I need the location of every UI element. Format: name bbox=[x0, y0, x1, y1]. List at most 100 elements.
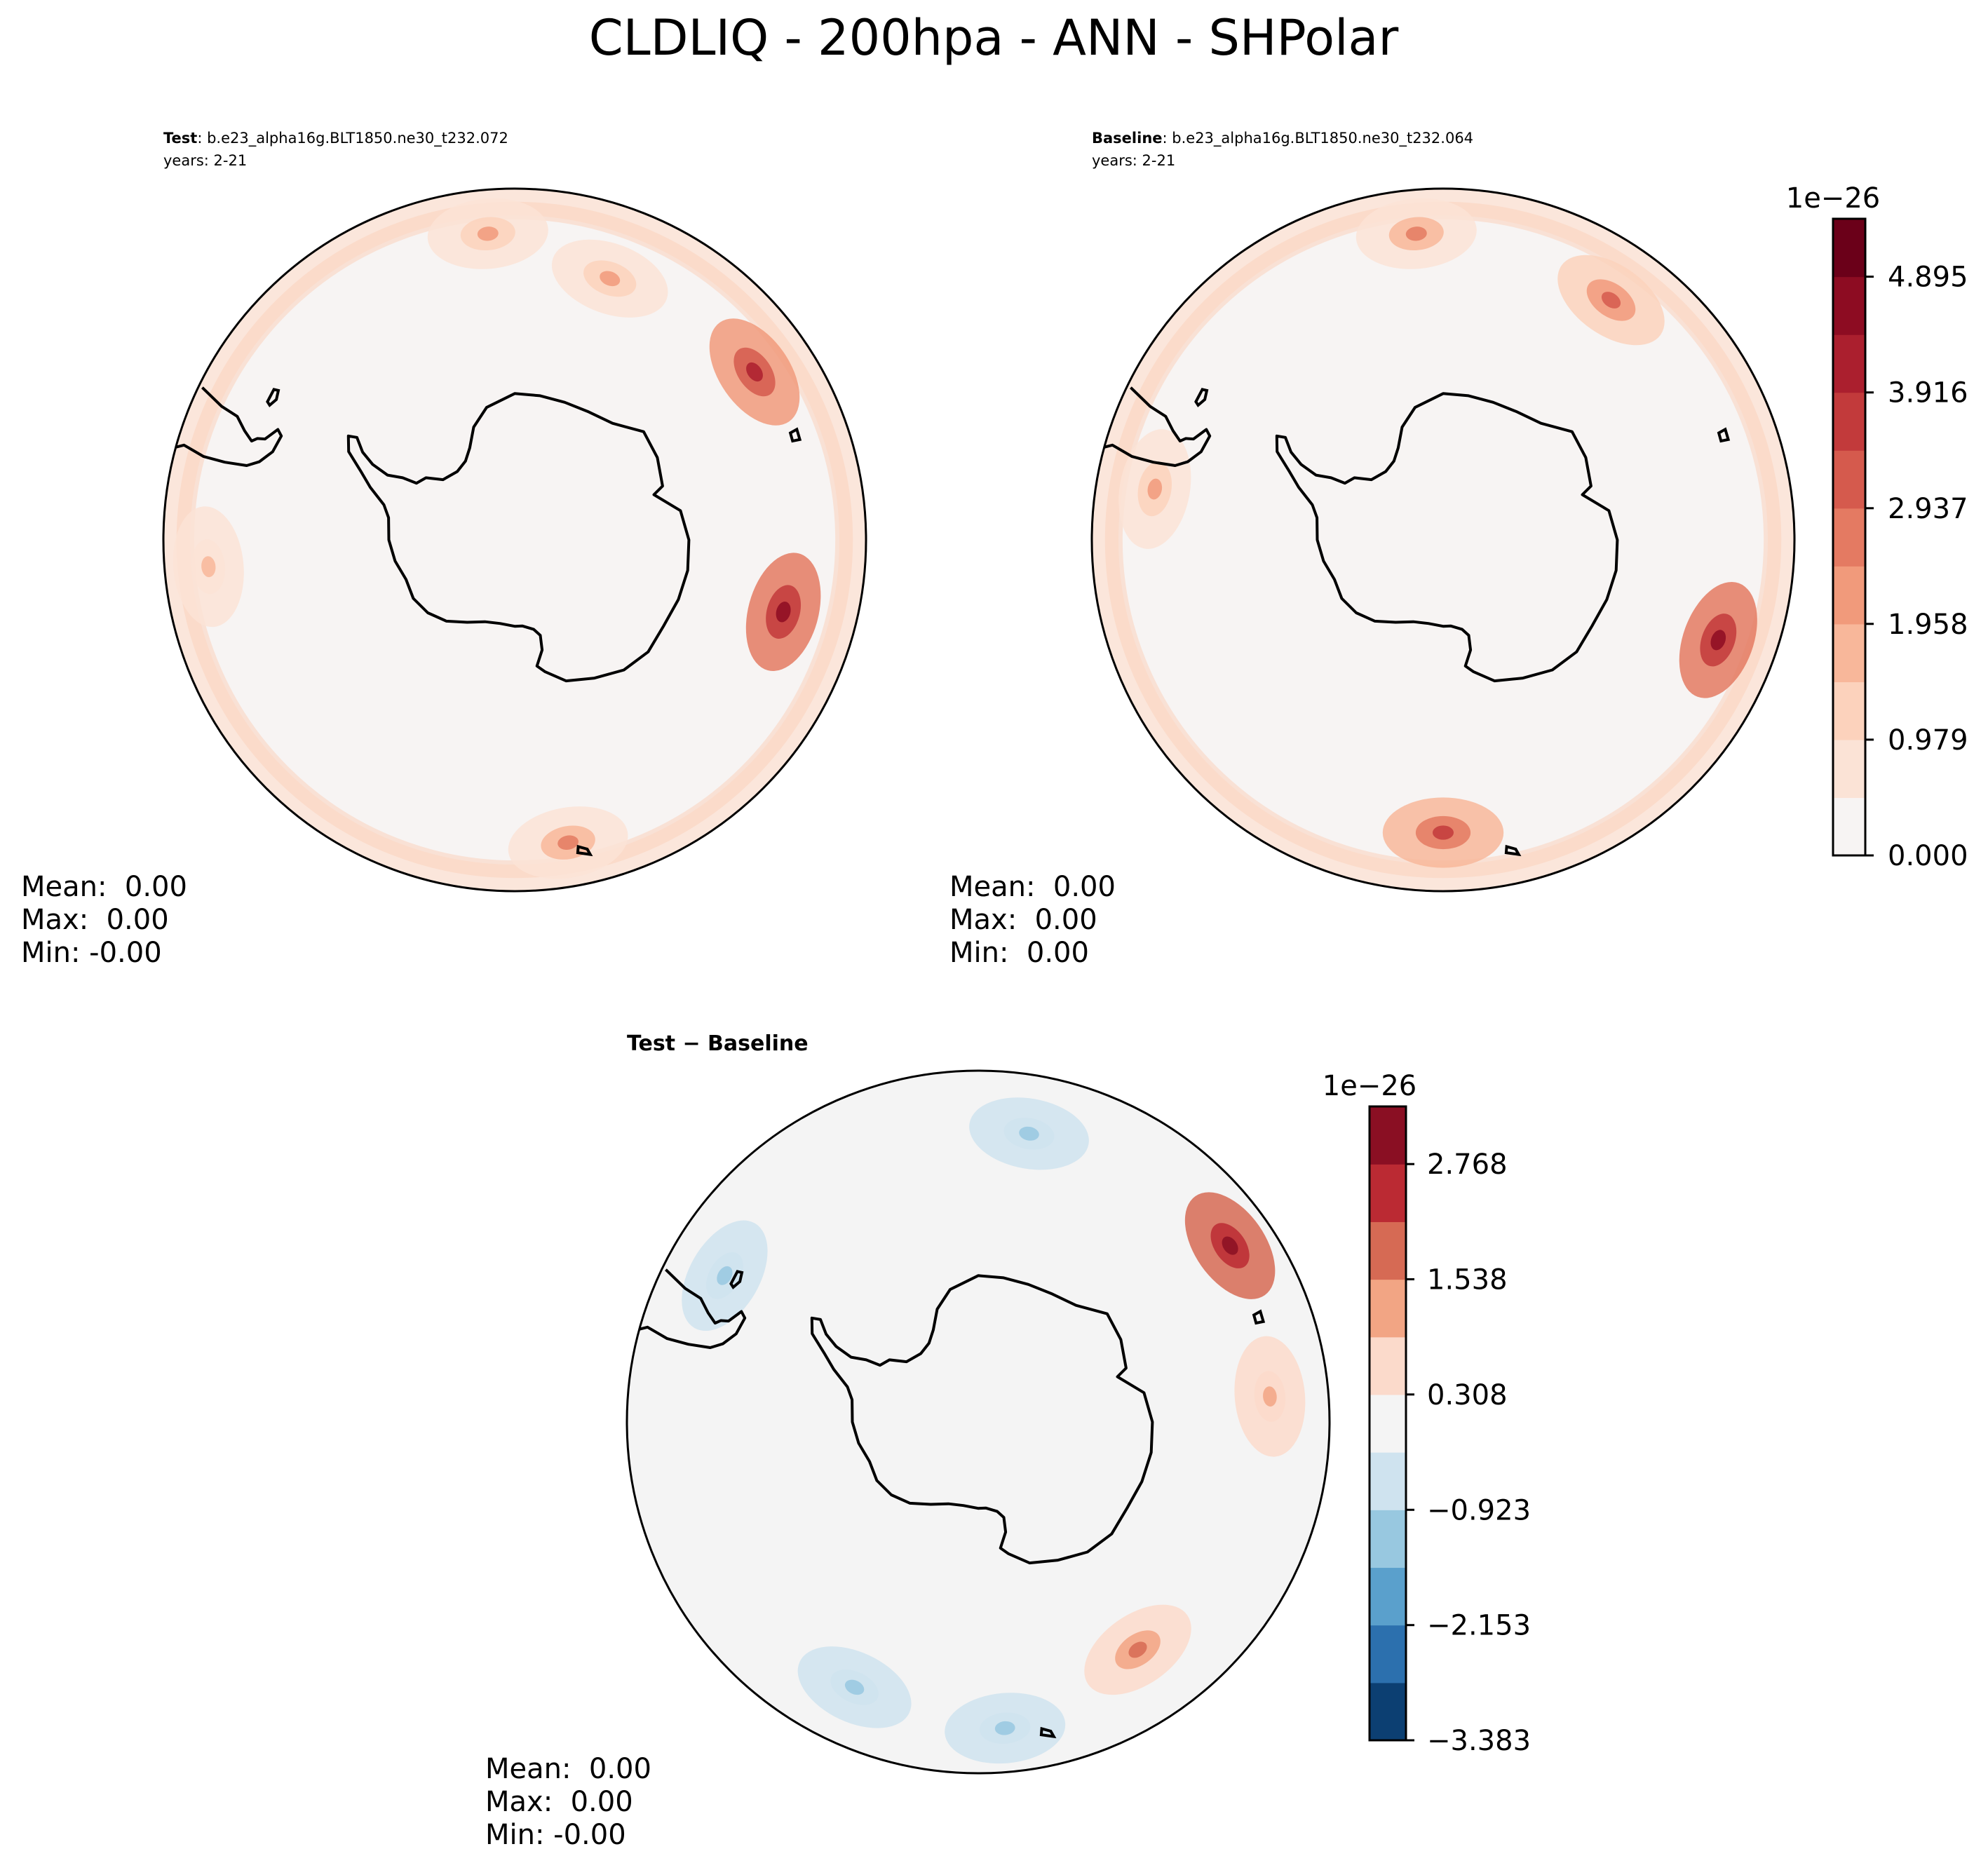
colorbar-segment bbox=[1833, 797, 1865, 856]
colorbar-segment bbox=[1370, 1682, 1406, 1741]
colorbar-tick-label: 0.979 bbox=[1888, 724, 1968, 757]
map-difference-land-south-america bbox=[627, 1268, 747, 1349]
colorbar-segment bbox=[1833, 739, 1865, 799]
map-difference-hotspots bbox=[682, 1097, 1306, 1764]
panel-difference-subtitle-run: − Baseline bbox=[675, 1031, 809, 1056]
map-hotspot bbox=[201, 556, 216, 578]
map-hotspot bbox=[776, 601, 791, 623]
panel-baseline-subtitle-run: : b.e23_alpha16g.BLT1850.ne30_t232.064 bbox=[1163, 130, 1474, 147]
colorbar-outline bbox=[1832, 217, 1867, 857]
map-baseline-land-antarctica bbox=[1275, 392, 1619, 683]
panel-difference-stat-max: Max: 0.00 bbox=[485, 1786, 633, 1818]
map-band bbox=[1092, 189, 1794, 891]
map-baseline bbox=[1092, 189, 1794, 891]
colorbar-segment bbox=[1370, 1279, 1406, 1338]
colorbar-tick-label: 1.958 bbox=[1888, 609, 1968, 641]
map-hotspot bbox=[1433, 825, 1454, 840]
map-difference bbox=[627, 1071, 1330, 1773]
map-hotspot bbox=[557, 835, 579, 850]
colorbar-tick-label: 0.308 bbox=[1427, 1379, 1508, 1411]
colorbar-tick-label: −2.153 bbox=[1427, 1610, 1531, 1642]
colorbar-tick-label: −3.383 bbox=[1427, 1725, 1531, 1757]
panel-baseline-subtitle-bold: Baseline bbox=[1092, 130, 1163, 147]
colorbar-difference: −3.383 −2.153 −0.923 0.308 1.538 2.768 bbox=[1368, 1105, 1531, 1757]
colorbar-segment bbox=[1833, 682, 1865, 740]
panel-test-years: years: 2-21 bbox=[163, 152, 247, 169]
panel-baseline-stat-min: Min: 0.00 bbox=[949, 937, 1089, 969]
map-hotspot bbox=[1019, 1126, 1039, 1141]
colorbar-tick-label: 1.538 bbox=[1427, 1264, 1508, 1296]
map-band bbox=[163, 189, 866, 891]
map-test-land-island-c bbox=[576, 844, 593, 857]
panel-test-subtitle: Test: b.e23_alpha16g.BLT1850.ne30_t232.0… bbox=[163, 130, 508, 147]
map-test-frame bbox=[162, 187, 867, 893]
colorbar-segment bbox=[1833, 623, 1865, 682]
colorbar-difference-exponent: 1e−26 bbox=[1323, 1070, 1416, 1102]
colorbar-segment bbox=[1370, 1164, 1406, 1222]
panel-test-subtitle-bold: Test bbox=[163, 130, 197, 147]
map-hotspot bbox=[1128, 1641, 1147, 1658]
map-test-land-island-b bbox=[788, 427, 802, 443]
panel-baseline-subtitle: Baseline: b.e23_alpha16g.BLT1850.ne30_t2… bbox=[1092, 130, 1473, 147]
map-hotspot bbox=[994, 1721, 1015, 1735]
panel-baseline: Baseline: b.e23_alpha16g.BLT1850.ne30_t2… bbox=[949, 130, 1968, 969]
panel-test-subtitle-run: : b.e23_alpha16g.BLT1850.ne30_t232.072 bbox=[197, 130, 508, 147]
colorbar-segment bbox=[1370, 1452, 1406, 1510]
colorbar-tick-label: 2.768 bbox=[1427, 1149, 1508, 1181]
map-hotspot bbox=[1601, 292, 1621, 309]
map-test bbox=[163, 189, 866, 891]
colorbar-segment bbox=[1833, 450, 1865, 509]
panel-difference-stat-min: Min: -0.00 bbox=[485, 1819, 626, 1851]
panel-test-stat-mean: Mean: 0.00 bbox=[21, 871, 187, 903]
panel-test-stat-max: Max: 0.00 bbox=[21, 904, 169, 936]
colorbar-outline bbox=[1368, 1105, 1407, 1742]
map-hotspot bbox=[600, 271, 621, 287]
panel-baseline-years: years: 2-21 bbox=[1092, 152, 1175, 169]
map-difference-land-island-b bbox=[1252, 1309, 1266, 1325]
map-hotspot bbox=[746, 362, 763, 382]
colorbar-segment bbox=[1833, 276, 1865, 335]
map-hotspot bbox=[844, 1679, 865, 1695]
map-hotspot bbox=[1263, 1386, 1277, 1407]
panel-difference-subtitle-test: Test bbox=[627, 1031, 675, 1056]
map-hotspot bbox=[1405, 226, 1427, 241]
panel-difference: Test − Baseline Mean: 0.00 Max: 0.00 Min… bbox=[485, 1031, 1531, 1851]
colorbar-tick-label: 0.000 bbox=[1888, 840, 1968, 872]
panel-difference-subtitle: Test − Baseline bbox=[627, 1031, 809, 1056]
colorbar-tick-label: 4.895 bbox=[1888, 262, 1968, 294]
map-hotspot bbox=[717, 1266, 733, 1285]
map-test-background bbox=[163, 189, 866, 891]
map-difference-frame bbox=[626, 1069, 1331, 1775]
colorbar-segment bbox=[1370, 1221, 1406, 1280]
map-test-land-antarctica bbox=[346, 392, 691, 683]
map-baseline-land-south-america bbox=[1092, 386, 1212, 467]
colorbar-segment bbox=[1833, 219, 1865, 278]
colorbar-segment bbox=[1833, 334, 1865, 393]
panel-difference-stat-mean: Mean: 0.00 bbox=[485, 1753, 651, 1785]
map-baseline-land-island-b bbox=[1717, 427, 1731, 443]
map-baseline-land-island-c bbox=[1504, 844, 1522, 857]
map-hotspot bbox=[477, 226, 499, 241]
panel-baseline-stat-mean: Mean: 0.00 bbox=[949, 871, 1116, 903]
colorbar-baseline: 0.000 0.979 1.958 2.937 3.916 4.895 bbox=[1832, 217, 1968, 872]
colorbar-baseline-exponent: 1e−26 bbox=[1786, 182, 1880, 215]
panel-baseline-stat-max: Max: 0.00 bbox=[949, 904, 1097, 936]
map-test-land-island-a bbox=[266, 388, 280, 407]
map-baseline-background bbox=[1092, 189, 1794, 891]
map-difference-land-island-a bbox=[729, 1270, 744, 1289]
colorbar-segment bbox=[1833, 392, 1865, 451]
colorbar-tick-label: 3.916 bbox=[1888, 377, 1968, 409]
map-hotspot bbox=[1222, 1236, 1238, 1255]
map-baseline-hotspots bbox=[1118, 198, 1757, 868]
map-difference-background bbox=[627, 1071, 1330, 1773]
panel-test-stat-min: Min: -0.00 bbox=[21, 937, 162, 969]
map-test-hotspots bbox=[173, 198, 821, 879]
map-test-land-south-america bbox=[163, 386, 283, 467]
map-baseline-frame bbox=[1090, 187, 1796, 893]
colorbar-tick-label: 2.937 bbox=[1888, 493, 1968, 525]
map-difference-land-island-c bbox=[1039, 1726, 1057, 1739]
figure-title: CLDLIQ - 200hpa - ANN - SHPolar bbox=[589, 9, 1399, 67]
colorbar-segment bbox=[1833, 508, 1865, 567]
colorbar-segment bbox=[1833, 566, 1865, 625]
